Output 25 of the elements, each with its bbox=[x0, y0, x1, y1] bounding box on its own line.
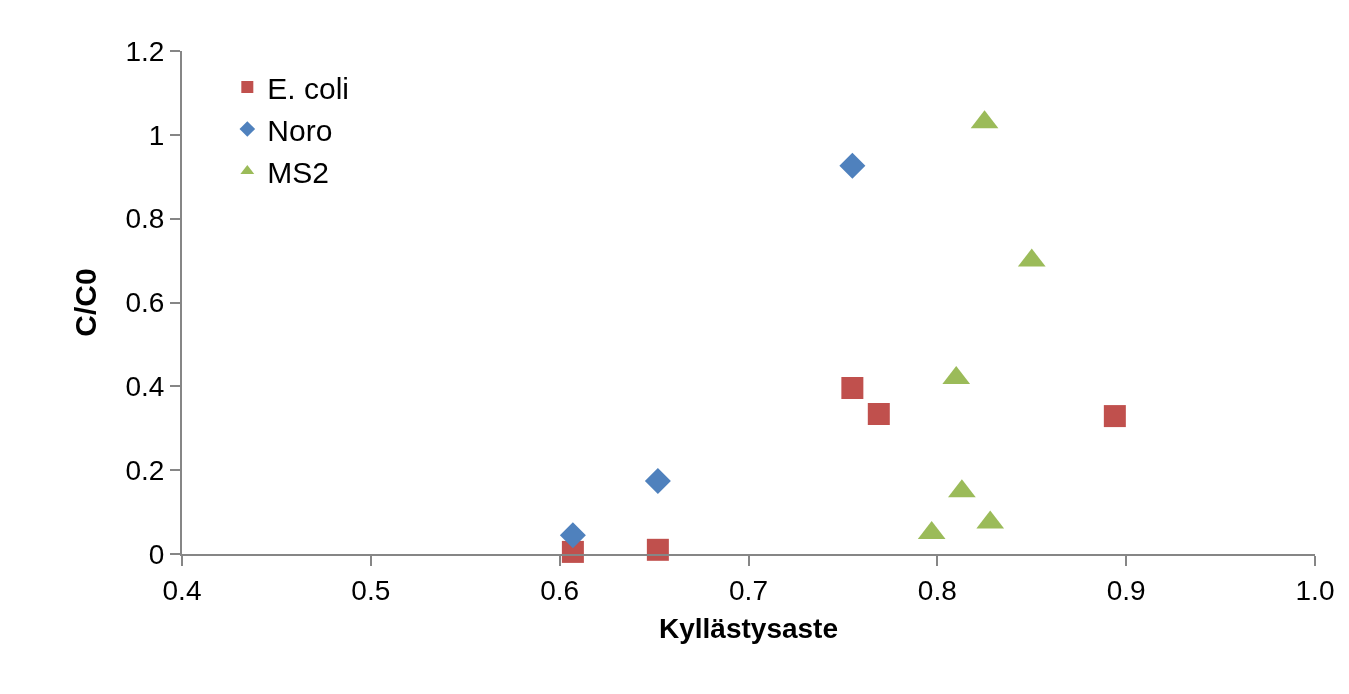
x-tick-label: 0.8 bbox=[917, 574, 957, 606]
point bbox=[646, 538, 669, 561]
y-tick-label: 0.2 bbox=[125, 454, 165, 486]
point bbox=[841, 377, 864, 400]
x-tick-label: 0.5 bbox=[351, 574, 391, 606]
y-tick-label: 0.6 bbox=[125, 287, 165, 319]
y-tick-label: 1 bbox=[148, 119, 165, 151]
point bbox=[559, 522, 586, 549]
point bbox=[644, 468, 671, 495]
legend-label: E. coli bbox=[267, 71, 350, 105]
point bbox=[1103, 405, 1126, 428]
point bbox=[867, 403, 890, 425]
x-tick-label: 0.9 bbox=[1106, 574, 1146, 606]
x-axis-title: Kyllästysaste bbox=[658, 613, 839, 645]
y-tick-label: 0.8 bbox=[125, 203, 165, 235]
x-tick-label: 0.7 bbox=[729, 574, 768, 606]
y-tick-label: 1.2 bbox=[125, 35, 165, 67]
x-tick-label: 1.0 bbox=[1295, 574, 1335, 606]
y-tick-label: 0 bbox=[148, 538, 165, 570]
y-tick-label: 0.4 bbox=[125, 371, 165, 403]
legend-label: MS2 bbox=[267, 155, 330, 189]
legend-label: Noro bbox=[267, 113, 333, 147]
point bbox=[839, 152, 866, 179]
y-axis-title: C/C0 bbox=[68, 268, 102, 337]
x-tick-label: 0.6 bbox=[540, 574, 580, 606]
